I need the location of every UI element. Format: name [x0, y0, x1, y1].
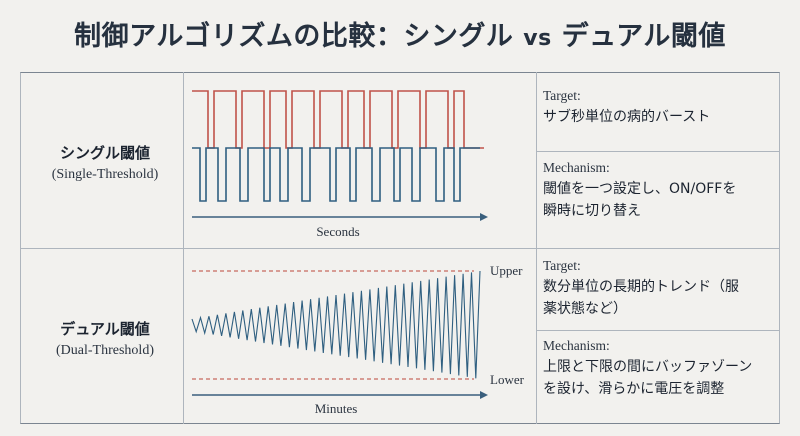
mechanism-line: を設け、滑らかに電圧を調整 [543, 381, 725, 397]
mechanism-line: 上限と下限の間にバッファゾーン [543, 359, 753, 375]
column-divider-left [183, 72, 184, 424]
growing-oscillation-wave [191, 270, 481, 379]
dual-name-en: (Dual-Threshold) [56, 343, 154, 358]
mechanism-line: 閾値を一つ設定し、ON/OFFを [543, 181, 737, 197]
row-label-single: シングル閾値 (Single-Threshold) [20, 142, 190, 183]
page-title: 制御アルゴリズムの比較：シングル vs デュアル閾値 [0, 14, 800, 53]
title-tail: デュアル閾値 [561, 21, 726, 52]
row-label-dual: デュアル閾値 (Dual-Threshold) [20, 318, 190, 359]
target-text: 数分単位の長期的トレンド（服 薬状態など） [543, 276, 775, 320]
mechanism-label: Mechanism: [543, 160, 610, 175]
dual-name-jp: デュアル閾値 [60, 320, 150, 338]
dual-threshold-diagram: Upper Lower Minutes [191, 263, 525, 416]
red-square-wave [192, 90, 484, 149]
single-target-cell: Target: サブ秒単位の病的バースト [543, 88, 775, 128]
target-line: 数分単位の長期的トレンド（服 [543, 279, 739, 295]
dual-target-cell: Target: 数分単位の長期的トレンド（服 薬状態など） [543, 258, 775, 320]
single-threshold-diagram: Seconds [192, 90, 488, 239]
target-text: サブ秒単位の病的バースト [543, 109, 711, 125]
target-label: Target: [543, 258, 581, 273]
mechanism-label: Mechanism: [543, 338, 610, 353]
target-line: 薬状態など） [543, 301, 627, 317]
mechanism-text: 上限と下限の間にバッファゾーン を設け、滑らかに電圧を調整 [543, 356, 775, 400]
row-divider [20, 248, 780, 249]
cell-divider-dual [536, 330, 780, 331]
title-main: 制御アルゴリズムの比較：シングル [74, 21, 514, 52]
time-axis-arrow-icon [480, 391, 488, 399]
lower-label: Lower [490, 372, 525, 387]
mechanism-text: 閾値を一つ設定し、ON/OFFを 瞬時に切り替え [543, 178, 775, 222]
single-name-jp: シングル閾値 [59, 144, 150, 162]
time-axis-arrow-icon [480, 213, 488, 221]
column-divider-right [536, 72, 537, 424]
upper-label: Upper [490, 263, 523, 278]
target-label: Target: [543, 88, 581, 103]
mechanism-line: 瞬時に切り替え [543, 203, 641, 219]
cell-divider-single [536, 151, 780, 152]
single-mechanism-cell: Mechanism: 閾値を一つ設定し、ON/OFFを 瞬時に切り替え [543, 160, 775, 222]
axis-label-minutes: Minutes [315, 401, 358, 416]
single-name-en: (Single-Threshold) [51, 167, 159, 182]
blue-square-wave [192, 147, 480, 202]
axis-label-seconds: Seconds [316, 224, 359, 239]
dual-mechanism-cell: Mechanism: 上限と下限の間にバッファゾーン を設け、滑らかに電圧を調整 [543, 338, 775, 400]
title-vs: vs [523, 26, 552, 51]
